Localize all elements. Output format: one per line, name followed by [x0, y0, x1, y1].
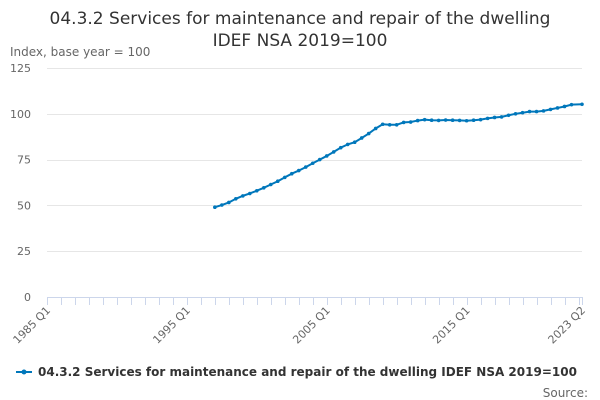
data-point[interactable]	[580, 102, 584, 107]
data-point[interactable]	[408, 120, 413, 124]
data-point[interactable]	[541, 109, 546, 113]
data-point[interactable]	[254, 188, 259, 193]
data-point[interactable]	[289, 171, 294, 176]
data-point[interactable]	[359, 136, 364, 140]
data-point[interactable]	[352, 140, 357, 144]
y-axis-unit-label: Index, base year = 100	[10, 45, 150, 59]
data-point[interactable]	[492, 115, 497, 120]
data-point[interactable]	[443, 118, 448, 122]
data-point[interactable]	[310, 161, 315, 166]
data-point[interactable]	[241, 194, 245, 198]
data-point[interactable]	[457, 118, 462, 123]
data-point[interactable]	[562, 104, 567, 109]
data-point[interactable]	[331, 150, 336, 154]
data-point[interactable]	[513, 112, 518, 116]
data-point[interactable]	[415, 118, 420, 123]
data-point[interactable]	[345, 142, 350, 147]
data-point[interactable]	[227, 200, 231, 205]
y-tick-label: 125	[10, 62, 31, 75]
data-point[interactable]	[303, 165, 308, 169]
data-point[interactable]	[380, 122, 385, 127]
data-point[interactable]	[248, 191, 252, 196]
data-point[interactable]	[478, 117, 483, 122]
x-tick-label: 1995 Q1	[150, 304, 193, 347]
x-axis-ticks: 1985 Q1 1995 Q1 2005 Q1 2015 Q1 2023 Q2	[11, 297, 589, 347]
chart-title-line-1: 04.3.2 Services for maintenance and repa…	[50, 9, 551, 29]
data-point[interactable]	[527, 109, 532, 114]
data-point[interactable]	[220, 203, 224, 207]
data-point[interactable]	[464, 118, 469, 123]
y-tick-label: 100	[10, 108, 31, 121]
data-point[interactable]	[506, 113, 511, 118]
data-point[interactable]	[436, 118, 441, 123]
chart-title-line-2: IDEF NSA 2019=100	[213, 31, 388, 51]
data-point[interactable]	[387, 122, 392, 127]
source-label: Source:	[543, 386, 588, 400]
data-point[interactable]	[569, 102, 574, 107]
y-tick-label: 50	[17, 199, 31, 212]
series-line[interactable]	[214, 103, 583, 209]
data-point[interactable]	[485, 116, 490, 121]
data-point[interactable]	[234, 197, 238, 201]
legend-label: 04.3.2 Services for maintenance and repa…	[38, 365, 577, 379]
data-point[interactable]	[534, 109, 539, 114]
data-point[interactable]	[499, 115, 504, 119]
data-point[interactable]	[324, 154, 329, 158]
data-point[interactable]	[520, 110, 525, 115]
data-point[interactable]	[555, 106, 560, 110]
data-point[interactable]	[450, 118, 455, 123]
y-tick-label: 0	[24, 291, 31, 304]
data-point[interactable]	[262, 186, 266, 190]
y-tick-label: 25	[17, 245, 31, 258]
series-layer	[213, 102, 584, 210]
legend[interactable]: 04.3.2 Services for maintenance and repa…	[16, 365, 577, 379]
data-point[interactable]	[282, 175, 287, 180]
data-point[interactable]	[296, 168, 301, 173]
x-tick-label: 1985 Q1	[11, 304, 54, 347]
data-point[interactable]	[366, 131, 371, 136]
x-tick-label: 2023 Q2	[546, 304, 589, 347]
data-point[interactable]	[317, 157, 322, 162]
data-point[interactable]	[275, 179, 280, 184]
x-tick-label: 2015 Q1	[430, 304, 473, 347]
data-point[interactable]	[429, 118, 434, 123]
data-point[interactable]	[471, 118, 476, 123]
data-point[interactable]	[338, 145, 343, 150]
y-tick-label: 75	[17, 154, 31, 167]
data-point[interactable]	[548, 107, 553, 112]
data-point[interactable]	[401, 120, 406, 125]
x-tick-label: 2005 Q1	[290, 304, 333, 347]
data-point[interactable]	[373, 126, 378, 131]
y-axis-ticks: 0 25 50 75 100 125	[10, 62, 31, 304]
data-point[interactable]	[213, 205, 217, 210]
data-point[interactable]	[268, 182, 273, 187]
legend-symbol-marker	[21, 369, 27, 375]
data-point[interactable]	[422, 117, 427, 122]
grid-lines	[47, 68, 582, 252]
data-point[interactable]	[394, 122, 399, 127]
